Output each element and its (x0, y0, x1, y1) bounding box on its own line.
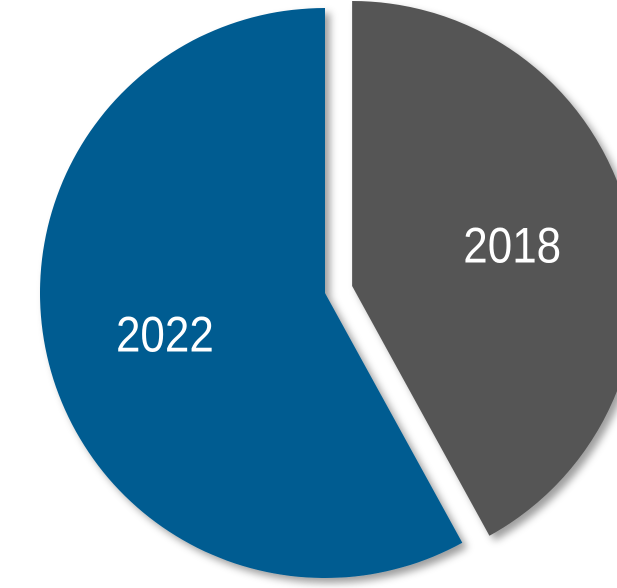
pie-labels: 2018 2022 (116, 217, 561, 362)
pie-label-2022: 2022 (116, 306, 214, 362)
pie-label-2018: 2018 (463, 217, 561, 273)
pie-slices (39, 1, 617, 578)
pie-slice-2022 (39, 8, 463, 578)
pie-slice-2018 (352, 1, 617, 536)
